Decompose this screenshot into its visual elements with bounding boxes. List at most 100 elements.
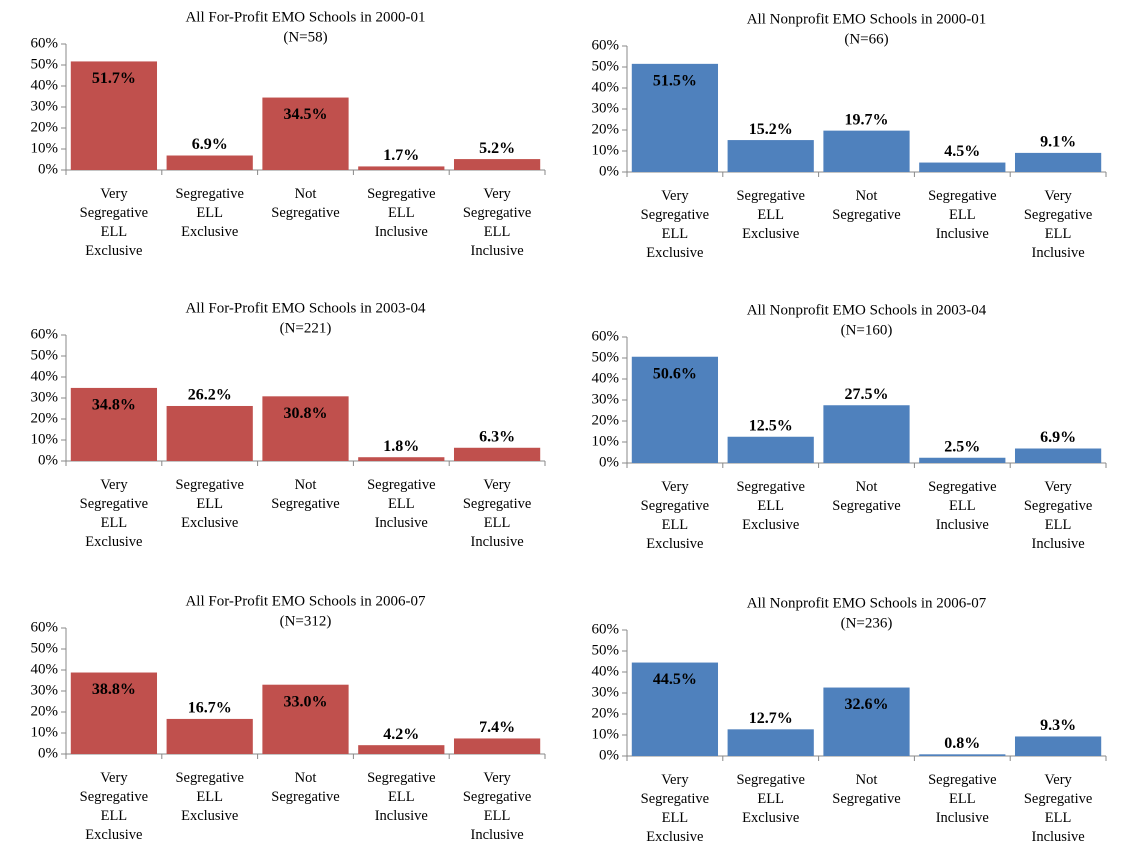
value-label: 44.5% bbox=[653, 671, 697, 688]
value-label: 5.2% bbox=[479, 140, 515, 157]
x-tick-label: Not Segregative bbox=[271, 186, 340, 221]
x-tick-label: Not Segregative bbox=[271, 770, 340, 805]
x-tick-label: Segregative ELL Exclusive bbox=[736, 188, 805, 242]
y-tick-label: 20% bbox=[31, 119, 59, 135]
bar bbox=[70, 61, 158, 170]
x-tick-label: Not Segregative bbox=[271, 477, 340, 512]
x-tick-label: Segregative ELL Exclusive bbox=[175, 186, 244, 240]
value-label: 4.2% bbox=[383, 726, 419, 743]
bar bbox=[453, 738, 541, 754]
bar bbox=[70, 672, 158, 754]
y-tick-label: 50% bbox=[592, 58, 620, 74]
chart-title: All For-Profit EMO Schools in 2003-04 bbox=[185, 300, 426, 316]
x-tick-label: Segregative ELL Inclusive bbox=[367, 770, 436, 824]
x-tick-label: Very Segregative ELL Exclusive bbox=[79, 770, 149, 843]
bar bbox=[358, 457, 445, 461]
y-tick-label: 0% bbox=[38, 161, 58, 177]
y-tick-label: 50% bbox=[31, 640, 59, 656]
y-tick-label: 0% bbox=[599, 454, 619, 470]
bar bbox=[631, 662, 719, 756]
value-label: 7.4% bbox=[479, 719, 515, 736]
chart-subtitle: (N=221) bbox=[280, 320, 332, 336]
y-tick-label: 60% bbox=[31, 619, 59, 635]
y-tick-label: 0% bbox=[38, 745, 58, 761]
y-tick-label: 50% bbox=[592, 642, 620, 658]
x-tick-label: Segregative ELL Exclusive bbox=[175, 770, 244, 824]
value-label: 1.7% bbox=[383, 147, 419, 164]
value-label: 34.8% bbox=[92, 397, 136, 414]
x-tick-label: Segregative ELL Inclusive bbox=[367, 477, 436, 531]
x-tick-label: Very Segregative ELL Exclusive bbox=[79, 477, 149, 550]
y-tick-label: 10% bbox=[592, 142, 620, 158]
y-tick-label: 60% bbox=[31, 35, 59, 51]
value-label: 30.8% bbox=[284, 405, 328, 422]
bar bbox=[166, 718, 253, 754]
y-tick-label: 20% bbox=[31, 703, 59, 719]
value-label: 6.9% bbox=[192, 136, 228, 153]
value-label: 32.6% bbox=[845, 696, 889, 713]
y-tick-label: 50% bbox=[31, 347, 59, 363]
value-label: 4.5% bbox=[944, 143, 980, 160]
x-tick-label: Segregative ELL Inclusive bbox=[928, 772, 997, 826]
value-label: 19.7% bbox=[845, 111, 889, 128]
value-label: 0.8% bbox=[944, 735, 980, 752]
y-tick-label: 30% bbox=[592, 391, 620, 407]
y-tick-label: 60% bbox=[592, 621, 620, 637]
bar bbox=[166, 405, 253, 461]
x-tick-label: Segregative ELL Inclusive bbox=[928, 479, 997, 533]
x-tick-label: Segregative ELL Inclusive bbox=[367, 186, 436, 240]
x-tick-label: Segregative ELL Exclusive bbox=[736, 772, 805, 826]
bar bbox=[919, 457, 1006, 463]
x-tick-label: Very Segregative ELL Exclusive bbox=[640, 772, 710, 845]
value-label: 6.3% bbox=[479, 428, 515, 445]
y-tick-label: 20% bbox=[592, 705, 620, 721]
value-label: 51.7% bbox=[92, 70, 136, 87]
x-tick-label: Not Segregative bbox=[832, 188, 901, 223]
value-label: 9.1% bbox=[1040, 134, 1076, 151]
y-tick-label: 40% bbox=[31, 368, 59, 384]
bar bbox=[166, 155, 253, 170]
x-tick-label: Very Segregative ELL Inclusive bbox=[1023, 772, 1093, 845]
x-tick-label: Not Segregative bbox=[832, 479, 901, 514]
x-tick-label: Very Segregative ELL Exclusive bbox=[79, 186, 149, 259]
chart-subtitle: (N=58) bbox=[283, 29, 327, 45]
value-label: 15.2% bbox=[749, 121, 793, 138]
y-tick-label: 40% bbox=[592, 79, 620, 95]
y-tick-label: 60% bbox=[31, 326, 59, 342]
bar bbox=[1014, 448, 1102, 463]
x-tick-label: Very Segregative ELL Inclusive bbox=[1023, 188, 1093, 261]
x-tick-label: Very Segregative ELL Exclusive bbox=[640, 479, 710, 552]
bar bbox=[823, 687, 910, 756]
value-label: 1.8% bbox=[383, 438, 419, 455]
y-tick-label: 30% bbox=[31, 682, 59, 698]
value-label: 27.5% bbox=[845, 386, 889, 403]
value-label: 9.3% bbox=[1040, 717, 1076, 734]
bar bbox=[358, 166, 445, 170]
value-label: 50.6% bbox=[653, 365, 697, 382]
chart-title: All For-Profit EMO Schools in 2000-01 bbox=[185, 9, 425, 25]
y-tick-label: 20% bbox=[592, 121, 620, 137]
y-tick-label: 30% bbox=[592, 100, 620, 116]
x-tick-label: Very Segregative ELL Inclusive bbox=[462, 770, 532, 843]
y-tick-label: 30% bbox=[592, 684, 620, 700]
bar bbox=[453, 159, 541, 170]
chart-subtitle: (N=236) bbox=[841, 615, 893, 631]
y-tick-label: 40% bbox=[592, 370, 620, 386]
y-tick-label: 40% bbox=[31, 77, 59, 93]
bar bbox=[262, 97, 349, 170]
y-tick-label: 10% bbox=[31, 431, 59, 447]
bar bbox=[727, 140, 814, 172]
bar bbox=[919, 754, 1006, 756]
value-label: 12.5% bbox=[749, 417, 793, 434]
y-tick-label: 60% bbox=[592, 328, 620, 344]
y-tick-label: 40% bbox=[31, 661, 59, 677]
value-label: 16.7% bbox=[188, 700, 232, 717]
chart-subtitle: (N=312) bbox=[280, 613, 332, 629]
chart-title: All For-Profit EMO Schools in 2006-07 bbox=[185, 593, 426, 609]
y-tick-label: 10% bbox=[31, 724, 59, 740]
y-tick-label: 40% bbox=[592, 663, 620, 679]
bar bbox=[823, 405, 910, 463]
y-tick-label: 50% bbox=[592, 349, 620, 365]
